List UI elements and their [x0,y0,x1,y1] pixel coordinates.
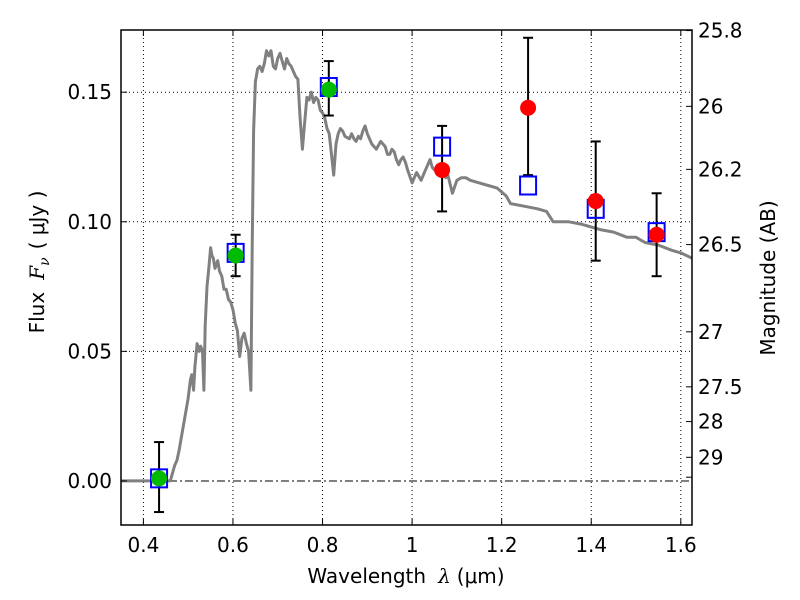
x-tick-label: 0.8 [307,533,339,557]
observed-flux-point-green [227,247,244,264]
y-tick-label: 0.00 [67,469,112,493]
plot-frame [120,29,693,526]
y2-tick-label: 26 [698,94,723,118]
observed-flux-point-red [648,226,665,243]
y-axis-label-text: Flux [25,292,49,334]
x-tick-labels: 0.4 0.6 0.8 1 1.2 1.4 1.6 [127,533,696,557]
observed-flux-layer [151,81,665,487]
y2-tick-label: 25.8 [698,19,743,43]
y-axis-label: Flux Fν ( μJy ) [25,191,53,334]
y2-tick-label: 27 [698,320,723,344]
x-tick-label: 0.4 [127,533,159,557]
y-tick-label: 0.05 [67,339,112,363]
observed-flux-point-red [520,99,537,116]
x-axis-label-text: Wavelength [307,564,426,588]
y2-tick-label: 26.5 [698,233,743,257]
y-tick-label: 0.15 [67,80,112,104]
x-tick-label: 1 [406,533,419,557]
y-tick-label: 0.10 [67,210,112,234]
y-axis-label-unit: ( μJy ) [25,191,49,250]
spectrum-line [121,49,692,483]
x-tick-label: 1.6 [665,533,697,557]
x-axis-label: Wavelength λ (μm) [307,564,504,588]
y2-axis-label: Magnitude (AB) [756,200,780,355]
y2-tick-label: 27.5 [698,375,743,399]
y2-tick-label: 28 [698,410,723,434]
model-photometry-square [433,136,452,157]
x-tick-label: 0.6 [217,533,249,557]
axis-ticks [121,30,692,525]
grid-lines [121,30,692,525]
y-tick-labels: 0.00 0.05 0.10 0.15 [67,80,112,493]
x-tick-label: 1.2 [486,533,518,557]
x-tick-label: 1.4 [575,533,607,557]
observed-flux-point-green [320,81,337,98]
y2-tick-label: 29 [698,445,723,469]
y-axis-label-symbol: F [25,265,49,281]
x-axis-label-symbol: λ [437,564,451,588]
y-axis-label-subscript: ν [37,257,53,266]
x-axis-label-unit: (μm) [457,564,505,588]
model-photometry-square [519,175,538,196]
observed-flux-point-red [587,193,604,210]
spectrum-layer [121,49,692,483]
observed-flux-point-green [151,470,168,487]
y2-tick-label: 26.2 [698,157,743,181]
observed-flux-point-red [434,161,451,178]
y2-tick-labels: 25.8 26 26.2 26.5 27 27.5 28 29 [698,19,743,470]
